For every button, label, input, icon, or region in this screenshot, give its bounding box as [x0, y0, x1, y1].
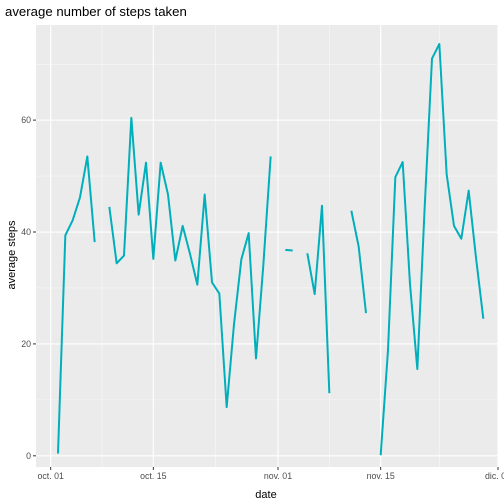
y-tick-label: 20	[21, 339, 31, 349]
series-line-segment	[108, 116, 272, 409]
data-series	[57, 43, 485, 456]
y-tick-label: 0	[26, 451, 31, 461]
x-tick-label: nov. 01	[264, 471, 292, 481]
y-axis: 0 20 40 60	[21, 115, 36, 461]
series-line-segment	[285, 248, 293, 252]
x-tick-label: oct. 15	[140, 471, 167, 481]
plot-panel	[36, 25, 498, 467]
y-axis-title: average steps	[6, 220, 18, 290]
minor-gridlines	[36, 25, 498, 467]
y-tick-label: 60	[21, 115, 31, 125]
series-line-segment	[379, 43, 485, 456]
series-line-segment	[306, 204, 331, 394]
x-tick-label: oct. 01	[37, 471, 64, 481]
series-line-segment	[57, 155, 96, 454]
x-tick-label: dic. 01	[485, 471, 504, 481]
x-axis: oct. 01 oct. 15 nov. 01 nov. 15 dic. 01	[37, 467, 504, 481]
x-axis-title: date	[255, 489, 276, 501]
series-line-segment	[350, 210, 367, 314]
y-tick-label: 40	[21, 227, 31, 237]
x-tick-label: nov. 15	[367, 471, 395, 481]
chart-title: average number of steps taken	[5, 4, 187, 19]
